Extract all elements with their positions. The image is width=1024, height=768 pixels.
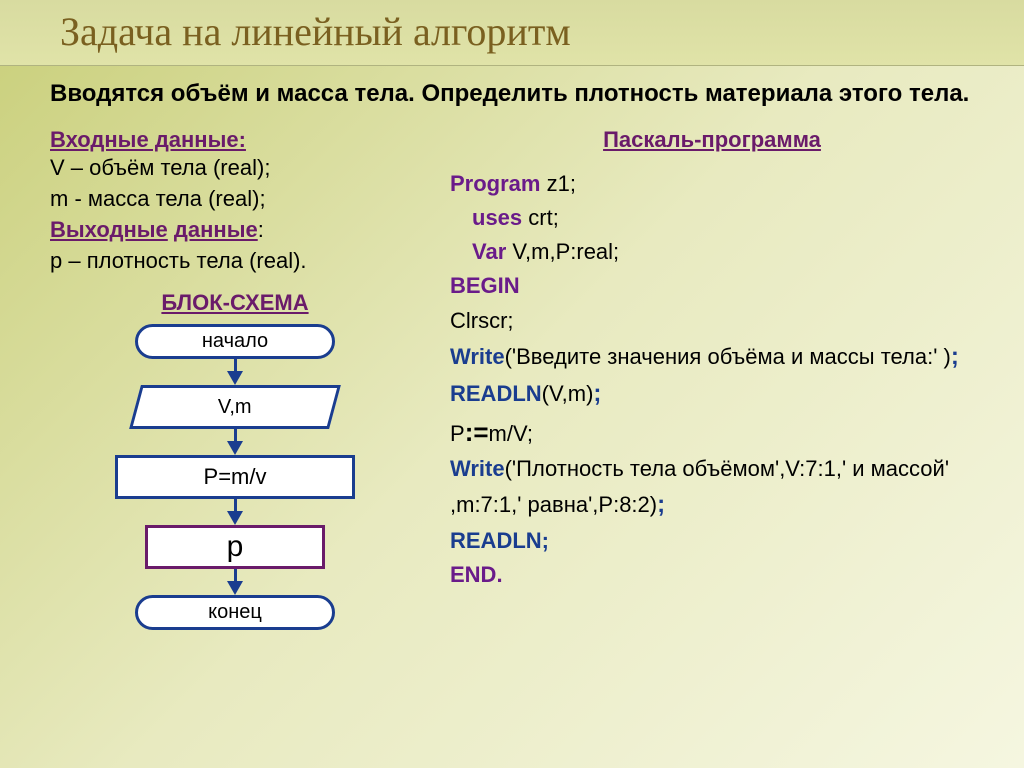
kw-write-2: Write <box>450 456 505 481</box>
flowchart: начало V,m P=m/v p конец <box>50 324 420 630</box>
arrow-icon <box>227 569 243 595</box>
problem-statement: Вводятся объём и масса тела. Определить … <box>50 78 974 109</box>
two-columns: Входные данные: V – объём тела (real); m… <box>50 127 974 630</box>
p-var: P <box>450 421 465 446</box>
clrscr-line: Clrscr; <box>450 308 514 333</box>
flowchart-process: P=m/v <box>115 455 355 499</box>
input-line-2: m - масса тела (real); <box>50 184 420 215</box>
assign-expr: m/V; <box>489 421 533 446</box>
flowchart-end: конец <box>135 595 335 630</box>
arrow-icon <box>227 499 243 525</box>
semicolon: ; <box>593 380 601 407</box>
uses-val: crt; <box>522 205 559 230</box>
kw-write-1: Write <box>450 344 505 369</box>
assign-op: := <box>465 417 489 447</box>
flowchart-title: БЛОК-СХЕМА <box>50 290 420 316</box>
header-band: Задача на линейный алгоритм <box>0 0 1024 66</box>
write1-args: ('Введите значения объёма и массы тела:'… <box>505 344 951 369</box>
input-data-header: Входные данные: <box>50 127 246 152</box>
flowchart-output: p <box>145 525 325 569</box>
kw-readln-2: READLN; <box>450 528 549 553</box>
semicolon: ; <box>951 343 959 370</box>
left-column: Входные данные: V – объём тела (real); m… <box>50 127 420 630</box>
var-val: V,m,P:real; <box>506 239 619 264</box>
flowchart-input: V,m <box>129 385 341 429</box>
kw-program: Program <box>450 171 540 196</box>
kw-var: Var <box>472 239 506 264</box>
content-area: Вводятся объём и масса тела. Определить … <box>0 66 1024 630</box>
kw-readln-1: READLN <box>450 381 542 406</box>
output-data-header-line: Выходные данные: <box>50 215 420 246</box>
program-name: z1; <box>540 171 575 196</box>
kw-uses: uses <box>472 205 522 230</box>
write2-args: ('Плотность тела объёмом',V:7:1,' и масс… <box>450 456 949 517</box>
page-title: Задача на линейный алгоритм <box>60 8 1024 55</box>
output-header-1: Выходные <box>50 217 168 242</box>
output-line-1: p – плотность тела (real). <box>50 246 420 277</box>
pascal-header: Паскаль-программа <box>450 127 974 153</box>
flowchart-start: начало <box>135 324 335 359</box>
pascal-code: Program z1; uses crt; Var V,m,P:real; BE… <box>450 167 974 592</box>
output-header-2: данные <box>174 217 258 242</box>
right-column: Паскаль-программа Program z1; uses crt; … <box>450 127 974 630</box>
input-line-1: V – объём тела (real); <box>50 153 420 184</box>
kw-begin: BEGIN <box>450 273 520 298</box>
semicolon: ; <box>657 491 665 518</box>
arrow-icon <box>227 359 243 385</box>
readln1-args: (V,m) <box>542 381 594 406</box>
flowchart-input-text: V,m <box>218 396 252 419</box>
arrow-icon <box>227 429 243 455</box>
kw-end: END. <box>450 562 503 587</box>
